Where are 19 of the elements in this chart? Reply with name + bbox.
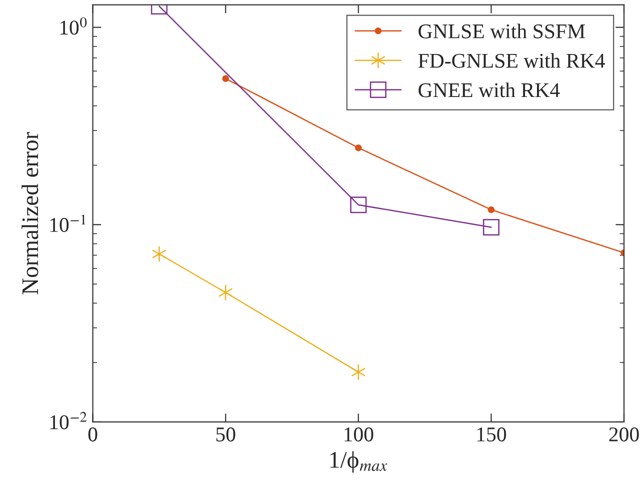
y-tick-label: 10$^{−1}$ (50, 214, 86, 232)
x-axis-title: 1/ϕ$_{max}$ (330, 451, 388, 473)
legend-label: FD-GNLSE with RK4 (418, 53, 605, 68)
point (152, 246, 166, 262)
legend-label: GNLSE with SSFM (418, 24, 585, 38)
x-tick-label: 50 (216, 427, 236, 442)
point (354, 144, 362, 152)
y-tick-label: 10$^{0}$ (60, 17, 87, 35)
x-tick-label: 200 (609, 427, 639, 442)
x-tick-label: 0 (88, 427, 98, 442)
point (482, 218, 500, 236)
x-tick-label: 150 (477, 427, 506, 442)
point (350, 196, 367, 214)
x-tick-label: 100 (344, 427, 374, 442)
point (488, 206, 495, 214)
y-axis-title: Normalized error (22, 132, 38, 294)
y-tick-label: 10$^{−2}$ (50, 412, 87, 430)
point (222, 75, 230, 82)
legend-label: GNEE with RK4 (418, 82, 560, 98)
